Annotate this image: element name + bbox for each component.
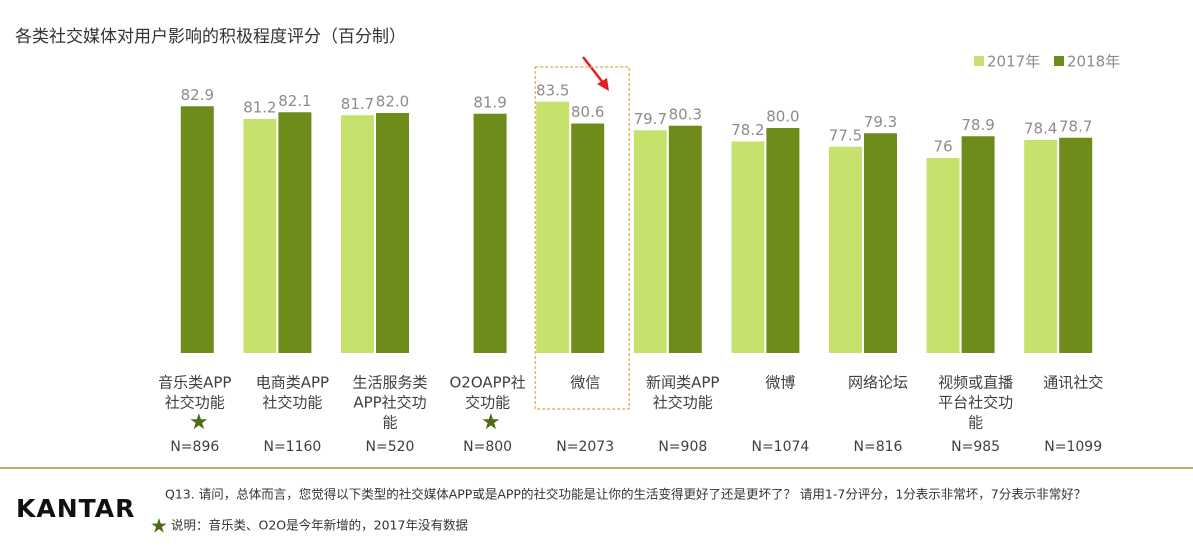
bar <box>961 136 995 353</box>
x-tick-label: 新闻类APP <box>646 374 719 392</box>
bar <box>278 112 312 353</box>
value-label: 81.7 <box>341 95 374 113</box>
sample-size: N=985 <box>951 439 1000 455</box>
bar <box>243 119 277 353</box>
legend-swatch <box>974 56 984 66</box>
bar <box>376 113 409 353</box>
value-label: 78.9 <box>961 116 994 134</box>
bar <box>341 115 374 353</box>
sample-size: N=520 <box>366 439 415 455</box>
value-label: 77.5 <box>829 126 862 144</box>
bar <box>1059 137 1093 353</box>
value-label: 80.6 <box>571 103 604 121</box>
sample-size: N=2073 <box>556 439 614 455</box>
x-tick-label: 社交功能 <box>165 394 225 412</box>
x-tick-label: 生活服务类 <box>352 374 427 392</box>
bar <box>633 130 667 353</box>
sample-size: N=1160 <box>263 439 321 455</box>
value-label: 79.7 <box>634 110 667 128</box>
arrow <box>582 56 605 85</box>
x-tick-label: 微博 <box>765 374 795 392</box>
bar <box>473 113 507 353</box>
sample-size: N=800 <box>463 439 512 455</box>
value-label: 81.2 <box>243 99 276 117</box>
value-label: 81.9 <box>473 93 506 111</box>
value-label: 82.9 <box>181 86 214 104</box>
legend-swatch <box>1054 56 1064 66</box>
value-label: 82.0 <box>376 93 409 111</box>
x-tick-label: 社交功能 <box>262 394 322 412</box>
value-label: 76 <box>934 138 953 156</box>
value-label: 78.2 <box>731 121 764 139</box>
x-tick-label: 通讯社交 <box>1043 374 1103 392</box>
sample-size: N=1074 <box>751 439 809 455</box>
x-tick-label: 微信 <box>570 374 600 392</box>
x-tick-label: 平台社交功 <box>938 394 1013 412</box>
sample-size: N=908 <box>658 439 707 455</box>
sample-size: N=1099 <box>1044 439 1102 455</box>
x-tick-label: O2OAPP社 <box>449 374 525 392</box>
bar <box>766 128 800 353</box>
bar <box>829 146 862 353</box>
value-label: 82.1 <box>278 92 311 110</box>
x-tick-label: 社交功能 <box>653 394 713 412</box>
x-tick-label: 音乐类APP <box>158 374 231 392</box>
bar <box>180 106 214 353</box>
sample-size: N=896 <box>170 439 219 455</box>
value-label: 78.7 <box>1059 117 1092 135</box>
star-icon: ★ <box>189 410 209 435</box>
bar <box>864 133 897 353</box>
x-tick-label: 网络论坛 <box>848 374 908 392</box>
x-tick-label: 电商类APP <box>256 374 329 392</box>
value-label: 80.3 <box>669 105 702 123</box>
bar <box>536 101 570 353</box>
bar <box>668 125 702 353</box>
value-label: 78.4 <box>1024 120 1057 138</box>
x-tick-label: 能 <box>382 414 397 432</box>
question-text: Q13. 请问，总体而言，您觉得以下类型的社交媒体APP或是APP的社交功能是让… <box>165 487 1086 502</box>
note-text: 说明：音乐类、O2O是今年新增的，2017年没有数据 <box>171 518 468 533</box>
x-tick-label: 能 <box>968 414 983 432</box>
bar <box>926 158 960 353</box>
legend-label: 2017年 <box>987 53 1040 71</box>
value-label: 80.0 <box>766 108 799 126</box>
x-tick-label: 视频或直播 <box>938 374 1013 392</box>
value-label: 79.3 <box>864 113 897 131</box>
bar <box>1024 140 1058 353</box>
bar <box>571 123 605 353</box>
x-tick-label: APP社交功 <box>353 394 426 412</box>
sample-size: N=816 <box>854 439 903 455</box>
highlight-box <box>534 66 630 410</box>
star-icon: ★ <box>481 410 501 435</box>
bar <box>731 141 765 353</box>
value-label: 83.5 <box>536 81 569 99</box>
brand-logo: KANTAR <box>16 494 135 523</box>
legend-label: 2018年 <box>1067 53 1120 71</box>
x-tick-label: 交功能 <box>465 394 510 412</box>
chart-title: 各类社交媒体对用户影响的积极程度评分（百分制） <box>15 27 406 47</box>
arrow-head <box>597 78 609 91</box>
star-icon: ★ <box>150 514 168 538</box>
